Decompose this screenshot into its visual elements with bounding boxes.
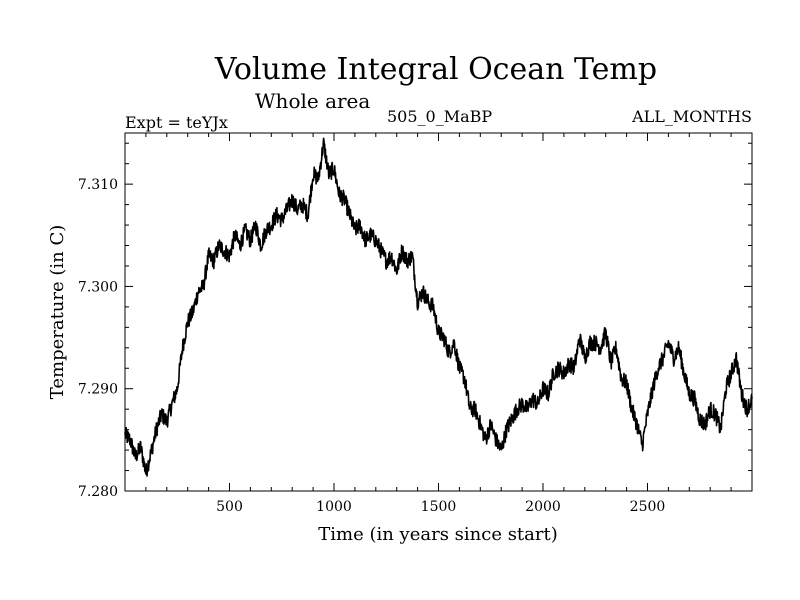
y-tick-label: 7.290 bbox=[78, 382, 118, 398]
x-tick-label: 1500 bbox=[421, 499, 457, 515]
y-tick-label: 7.300 bbox=[78, 279, 118, 295]
y-tick-label: 7.310 bbox=[78, 177, 118, 193]
series-layer bbox=[124, 137, 753, 477]
chart-subtitle: Whole area bbox=[255, 89, 370, 113]
x-tick-label: 2000 bbox=[525, 499, 561, 515]
x-axis-label: Time (in years since start) bbox=[318, 524, 558, 545]
series-line-0 bbox=[124, 137, 753, 477]
y-tick-label: 7.280 bbox=[78, 484, 118, 500]
chart-title: Volume Integral Ocean Temp bbox=[214, 52, 657, 87]
x-tick-label: 1000 bbox=[316, 499, 352, 515]
experiment-label: Expt = teYJx bbox=[125, 113, 228, 132]
plot-frame bbox=[124, 132, 753, 492]
y-axis-label: Temperature (in C) bbox=[47, 225, 68, 400]
season-label: ALL_MONTHS bbox=[631, 107, 752, 126]
axis-ticks: 500 1000 1500 2000 2500 7.280 7.290 7.300 7.310 bbox=[78, 133, 752, 515]
x-tick-label: 2500 bbox=[630, 499, 666, 515]
x-tick-label: 500 bbox=[216, 499, 243, 515]
run-label: 505_0_MaBP bbox=[387, 107, 492, 126]
